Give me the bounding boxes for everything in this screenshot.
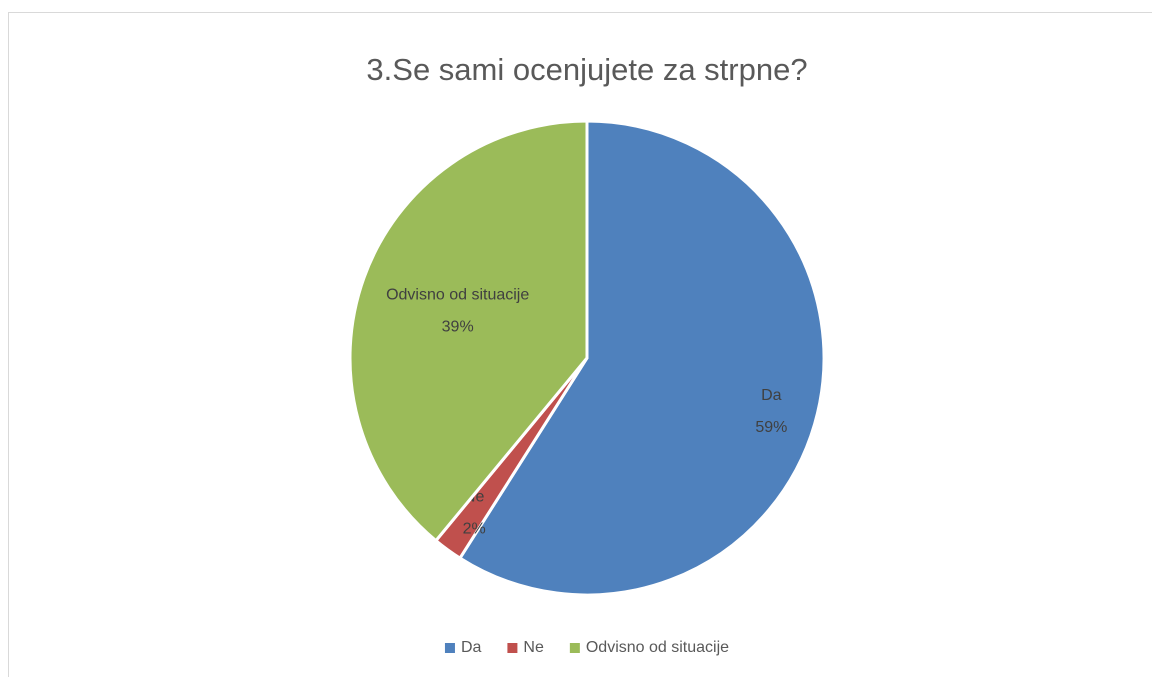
legend-label: Da xyxy=(461,639,482,656)
legend-swatch xyxy=(507,643,518,653)
legend-swatch xyxy=(444,643,455,653)
data-label-value: 59% xyxy=(755,419,787,436)
pie-slice xyxy=(457,119,826,597)
data-label-value: 39% xyxy=(442,319,474,336)
data-label-category: Odvisno od situacije xyxy=(386,287,529,304)
legend-label: Odvisno od situacije xyxy=(586,639,729,656)
chart-title: 3.Se sami ocenjujete za strpne? xyxy=(366,52,807,87)
legend-swatch xyxy=(569,643,580,653)
data-label-category: Da xyxy=(761,387,782,404)
pie-slice xyxy=(348,119,589,543)
legend-label: Ne xyxy=(523,639,544,656)
legend: Da Ne Odvisno od situacije xyxy=(444,639,729,656)
data-label-value: 2% xyxy=(463,521,486,538)
